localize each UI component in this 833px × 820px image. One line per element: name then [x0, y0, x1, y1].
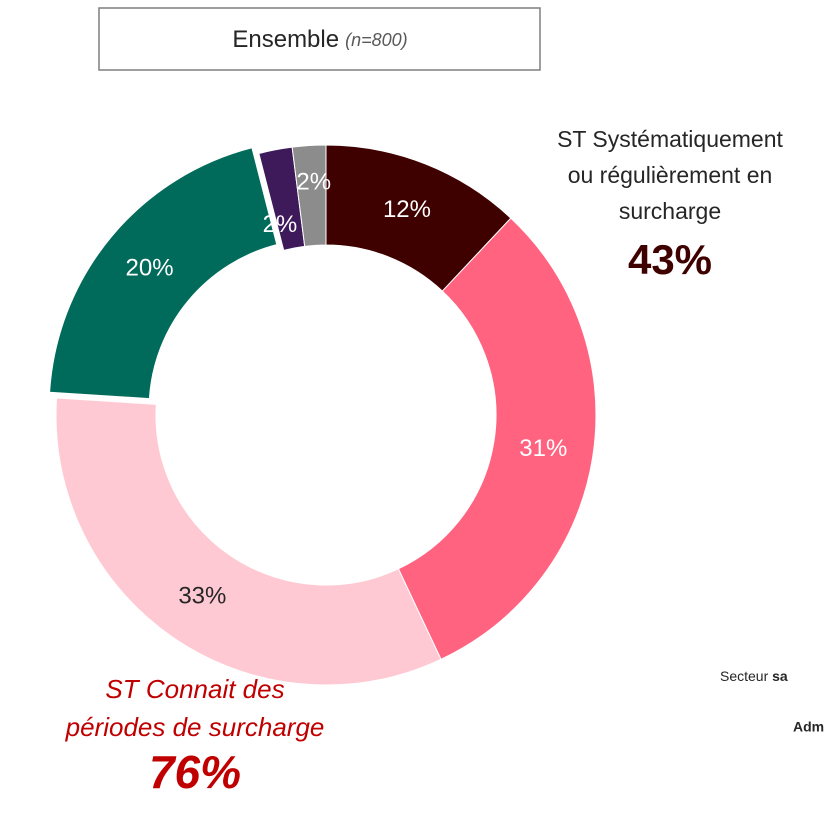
- side-text-bold: sa: [772, 668, 788, 684]
- annotation-line: ST Systématiquement: [557, 126, 783, 152]
- title-box: [98, 7, 541, 71]
- donut-slice: [49, 147, 278, 400]
- chart-subtitle: (n=800): [345, 30, 408, 50]
- chart-title: Ensemble: [232, 26, 339, 53]
- slice-label: 33%: [178, 582, 226, 609]
- donut-slice: [397, 217, 597, 660]
- slice-label: 2%: [296, 169, 331, 196]
- annotation-value: 43%: [628, 236, 712, 283]
- side-text-normal: Secteur: [720, 668, 772, 684]
- donut-slice: [291, 144, 327, 247]
- annotation-line: ou régulièrement en: [568, 162, 773, 188]
- annotation-value: 76%: [149, 746, 241, 798]
- side-text-bold: Adm: [793, 719, 824, 735]
- slice-label: 20%: [126, 254, 174, 281]
- chart-title-group: Ensemble (n=800): [232, 26, 407, 53]
- annotation-line: ST Connait des: [105, 674, 284, 704]
- side-text: Secteur sa: [720, 668, 788, 684]
- slice-label: 31%: [519, 435, 567, 462]
- slice-label: 2%: [263, 211, 298, 238]
- slice-label: 12%: [383, 196, 431, 223]
- annotation-line: périodes de surcharge: [65, 712, 325, 742]
- annotation-line: surcharge: [619, 198, 721, 224]
- donut-slice: [55, 397, 442, 686]
